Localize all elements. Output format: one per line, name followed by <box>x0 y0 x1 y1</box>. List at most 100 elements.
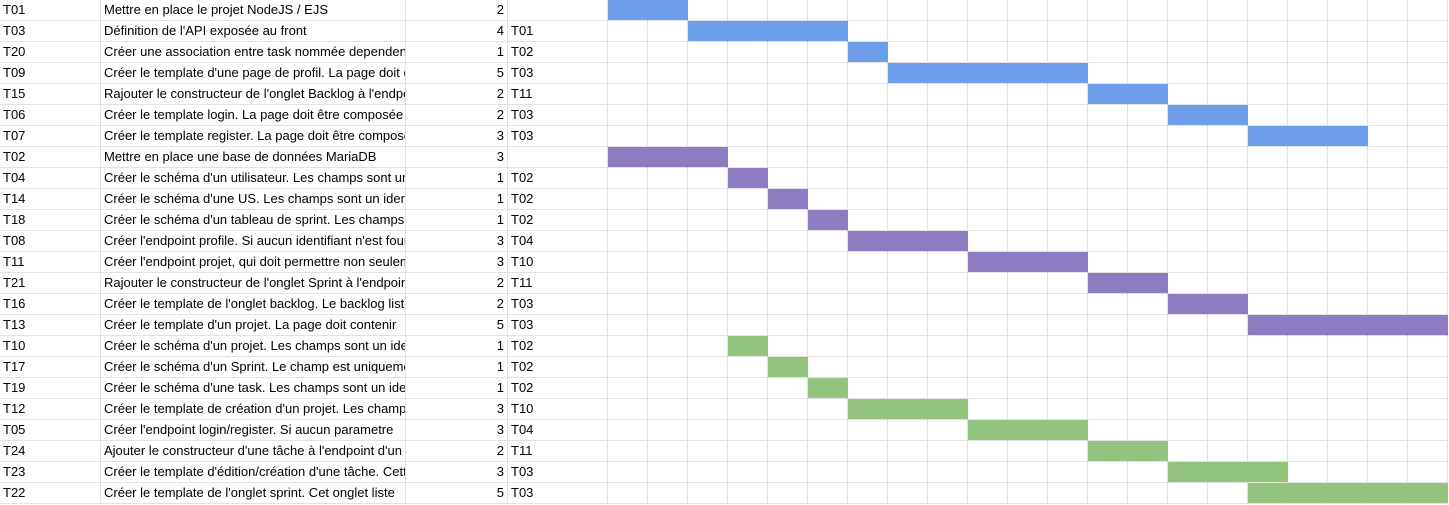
gantt-grid-cell[interactable] <box>1048 168 1088 189</box>
task-id-cell[interactable]: T16 <box>0 294 101 315</box>
gantt-grid-cell[interactable] <box>688 0 728 21</box>
gantt-grid-cell[interactable] <box>1408 420 1448 441</box>
gantt-grid-cell[interactable] <box>1408 42 1448 63</box>
gantt-grid-cell[interactable] <box>1208 168 1248 189</box>
gantt-grid-cell[interactable] <box>1208 21 1248 42</box>
gantt-grid-cell[interactable] <box>888 252 928 273</box>
duration-cell[interactable]: 3 <box>406 462 508 483</box>
gantt-grid-cell[interactable] <box>768 483 808 504</box>
gantt-bar-cell[interactable] <box>1008 252 1048 273</box>
gantt-grid-cell[interactable] <box>1368 420 1408 441</box>
gantt-grid-cell[interactable] <box>928 315 968 336</box>
gantt-grid-cell[interactable] <box>1048 441 1088 462</box>
gantt-grid-cell[interactable] <box>1368 0 1408 21</box>
gantt-grid-cell[interactable] <box>928 189 968 210</box>
gantt-grid-cell[interactable] <box>888 294 928 315</box>
gantt-grid-cell[interactable] <box>1368 210 1408 231</box>
gantt-grid-cell[interactable] <box>1368 63 1408 84</box>
gantt-grid-cell[interactable] <box>1048 105 1088 126</box>
gantt-grid-cell[interactable] <box>968 210 1008 231</box>
gantt-grid-cell[interactable] <box>1208 378 1248 399</box>
gantt-grid-cell[interactable] <box>968 441 1008 462</box>
task-id-cell[interactable]: T14 <box>0 189 101 210</box>
gantt-bar-cell[interactable] <box>1288 315 1328 336</box>
dependency-cell[interactable]: T10 <box>508 399 608 420</box>
gantt-grid-cell[interactable] <box>1168 0 1208 21</box>
gantt-grid-cell[interactable] <box>688 420 728 441</box>
task-id-cell[interactable]: T09 <box>0 63 101 84</box>
task-description-cell[interactable]: Créer le template d'un projet. La page d… <box>101 315 406 336</box>
gantt-grid-cell[interactable] <box>768 126 808 147</box>
gantt-grid-cell[interactable] <box>848 420 888 441</box>
gantt-grid-cell[interactable] <box>1288 231 1328 252</box>
gantt-grid-cell[interactable] <box>1328 105 1368 126</box>
gantt-grid-cell[interactable] <box>928 336 968 357</box>
gantt-grid-cell[interactable] <box>968 147 1008 168</box>
gantt-grid-cell[interactable] <box>968 42 1008 63</box>
gantt-grid-cell[interactable] <box>688 399 728 420</box>
gantt-grid-cell[interactable] <box>1328 63 1368 84</box>
gantt-grid-cell[interactable] <box>1208 357 1248 378</box>
gantt-grid-cell[interactable] <box>728 378 768 399</box>
gantt-grid-cell[interactable] <box>808 168 848 189</box>
gantt-grid-cell[interactable] <box>1128 105 1168 126</box>
gantt-grid-cell[interactable] <box>688 42 728 63</box>
task-id-cell[interactable]: T24 <box>0 441 101 462</box>
gantt-grid-cell[interactable] <box>848 126 888 147</box>
gantt-grid-cell[interactable] <box>688 462 728 483</box>
gantt-grid-cell[interactable] <box>768 147 808 168</box>
gantt-grid-cell[interactable] <box>768 252 808 273</box>
task-id-cell[interactable]: T11 <box>0 252 101 273</box>
gantt-grid-cell[interactable] <box>688 336 728 357</box>
gantt-grid-cell[interactable] <box>808 126 848 147</box>
gantt-grid-cell[interactable] <box>768 315 808 336</box>
dependency-cell[interactable]: T02 <box>508 336 608 357</box>
gantt-grid-cell[interactable] <box>688 441 728 462</box>
gantt-grid-cell[interactable] <box>848 441 888 462</box>
gantt-bar-cell[interactable] <box>888 63 928 84</box>
gantt-grid-cell[interactable] <box>1128 231 1168 252</box>
gantt-grid-cell[interactable] <box>1088 189 1128 210</box>
gantt-grid-cell[interactable] <box>1248 63 1288 84</box>
gantt-bar-cell[interactable] <box>648 147 688 168</box>
gantt-grid-cell[interactable] <box>848 0 888 21</box>
gantt-grid-cell[interactable] <box>1408 357 1448 378</box>
dependency-cell[interactable]: T02 <box>508 357 608 378</box>
duration-cell[interactable]: 2 <box>406 0 508 21</box>
gantt-grid-cell[interactable] <box>1368 147 1408 168</box>
gantt-grid-cell[interactable] <box>1048 399 1088 420</box>
gantt-grid-cell[interactable] <box>728 42 768 63</box>
dependency-cell[interactable]: T01 <box>508 21 608 42</box>
gantt-bar-cell[interactable] <box>848 399 888 420</box>
gantt-grid-cell[interactable] <box>1008 315 1048 336</box>
gantt-grid-cell[interactable] <box>1408 189 1448 210</box>
gantt-grid-cell[interactable] <box>648 357 688 378</box>
gantt-bar-cell[interactable] <box>928 63 968 84</box>
gantt-grid-cell[interactable] <box>1208 84 1248 105</box>
dependency-cell[interactable] <box>508 0 608 21</box>
gantt-grid-cell[interactable] <box>848 189 888 210</box>
gantt-grid-cell[interactable] <box>808 357 848 378</box>
gantt-grid-cell[interactable] <box>1168 420 1208 441</box>
gantt-grid-cell[interactable] <box>1008 441 1048 462</box>
duration-cell[interactable]: 1 <box>406 357 508 378</box>
gantt-grid-cell[interactable] <box>1328 399 1368 420</box>
gantt-grid-cell[interactable] <box>888 378 928 399</box>
gantt-grid-cell[interactable] <box>1088 231 1128 252</box>
task-description-cell[interactable]: Définition de l'API exposée au front <box>101 21 406 42</box>
gantt-grid-cell[interactable] <box>1168 441 1208 462</box>
gantt-bar-cell[interactable] <box>1088 273 1128 294</box>
gantt-grid-cell[interactable] <box>608 63 648 84</box>
task-description-cell[interactable]: Créer l'endpoint projet, qui doit permet… <box>101 252 406 273</box>
gantt-grid-cell[interactable] <box>1248 147 1288 168</box>
gantt-grid-cell[interactable] <box>688 252 728 273</box>
gantt-grid-cell[interactable] <box>1408 126 1448 147</box>
gantt-grid-cell[interactable] <box>688 168 728 189</box>
gantt-bar-cell[interactable] <box>888 399 928 420</box>
gantt-grid-cell[interactable] <box>1128 294 1168 315</box>
gantt-bar-cell[interactable] <box>728 336 768 357</box>
gantt-bar-cell[interactable] <box>1048 63 1088 84</box>
gantt-grid-cell[interactable] <box>1408 105 1448 126</box>
gantt-grid-cell[interactable] <box>1088 0 1128 21</box>
gantt-grid-cell[interactable] <box>1008 294 1048 315</box>
